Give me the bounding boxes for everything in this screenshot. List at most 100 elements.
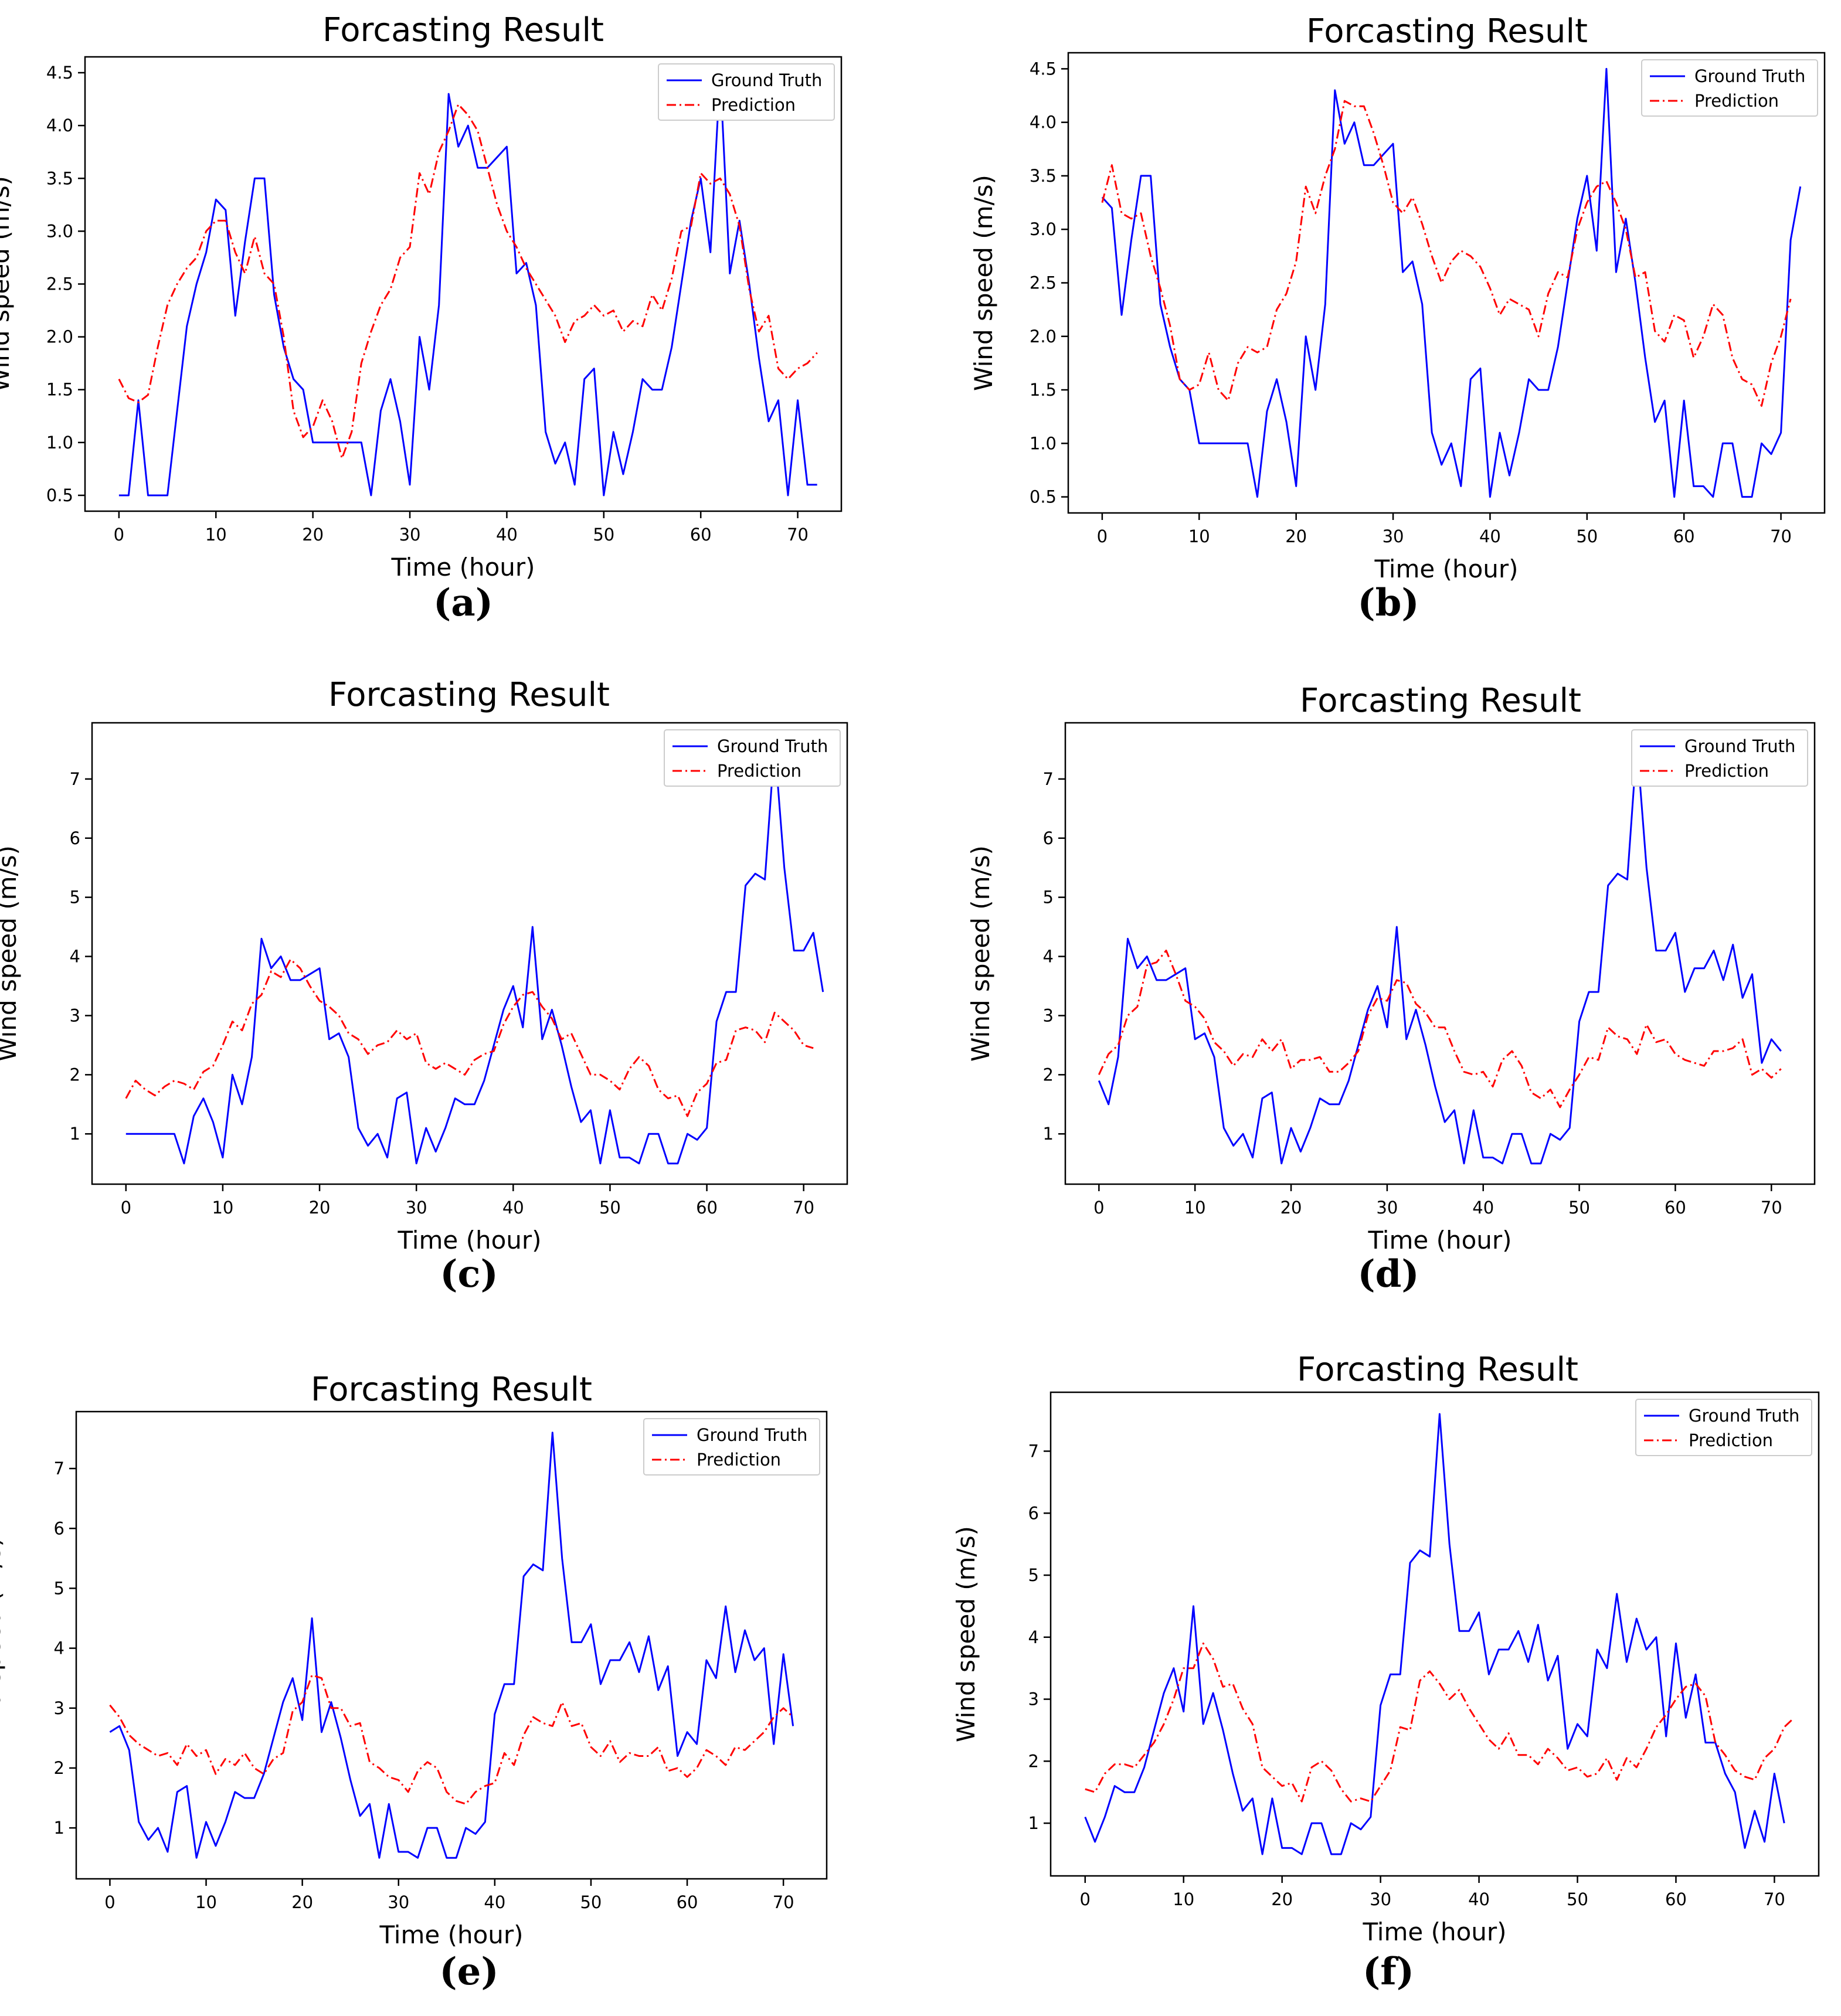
y-tick-label: 1.0 bbox=[1030, 433, 1057, 453]
y-tick-label: 2 bbox=[1043, 1065, 1054, 1085]
x-tick-label: 70 bbox=[773, 1892, 794, 1912]
panel-caption: (c) bbox=[440, 1252, 498, 1296]
panel-caption: (e) bbox=[439, 1950, 498, 1994]
legend-entry-label: Ground Truth bbox=[697, 1425, 807, 1445]
y-tick-label: 4.5 bbox=[46, 63, 73, 83]
legend-entry-label: Ground Truth bbox=[1684, 736, 1795, 756]
legend-entry-label: Prediction bbox=[1694, 91, 1779, 111]
x-tick-label: 40 bbox=[1472, 1198, 1494, 1218]
x-tick-label: 40 bbox=[1479, 526, 1501, 546]
y-tick-label: 3.5 bbox=[46, 168, 73, 188]
x-tick-label: 20 bbox=[309, 1198, 331, 1218]
chart-title: Forcasting Result bbox=[1297, 1351, 1578, 1389]
y-tick-label: 1 bbox=[70, 1124, 80, 1144]
x-tick-label: 10 bbox=[1173, 1889, 1194, 1909]
x-tick-label: 70 bbox=[1770, 526, 1792, 546]
y-tick-label: 5 bbox=[70, 888, 80, 907]
y-axis-label: Wind speed (m/s) bbox=[952, 1526, 980, 1742]
legend-box bbox=[1631, 729, 1808, 787]
x-tick-label: 0 bbox=[1080, 1889, 1091, 1909]
x-tick-label: 60 bbox=[690, 525, 712, 545]
legend: Ground Truth Prediction bbox=[658, 63, 835, 121]
y-axis-label: Wind speed (m/s) bbox=[966, 845, 995, 1062]
legend-entry-label: Prediction bbox=[711, 95, 796, 115]
y-tick-label: 5 bbox=[1043, 888, 1054, 907]
plot-area-frame bbox=[1067, 52, 1826, 514]
y-tick-label: 6 bbox=[70, 828, 80, 848]
plot-area-frame bbox=[84, 56, 843, 512]
panel-caption: (b) bbox=[1357, 581, 1419, 625]
x-tick-label: 0 bbox=[1097, 526, 1108, 546]
x-tick-label: 30 bbox=[388, 1892, 409, 1912]
y-tick-label: 4.0 bbox=[46, 115, 73, 135]
x-tick-label: 20 bbox=[1271, 1889, 1293, 1909]
x-tick-label: 50 bbox=[1576, 526, 1598, 546]
y-tick-label: 1.0 bbox=[46, 433, 73, 453]
ground-truth-line bbox=[118, 72, 817, 497]
legend-entry-label: Ground Truth bbox=[711, 70, 822, 90]
y-tick-label: 4 bbox=[1028, 1627, 1039, 1647]
x-tick-label: 70 bbox=[793, 1198, 814, 1218]
legend-entry-label: Ground Truth bbox=[1689, 1406, 1799, 1426]
x-tick-label: 70 bbox=[1761, 1198, 1782, 1218]
ground-truth-line bbox=[109, 1432, 794, 1859]
x-axis-label: Time (hour) bbox=[379, 1920, 523, 1949]
y-tick-label: 2.0 bbox=[1030, 327, 1057, 346]
chart-panel-a: Forcasting Result 0 10 20 30 40 50 60 70 0.5 1.0 1.… bbox=[0, 11, 843, 625]
y-tick-label: 4 bbox=[70, 947, 80, 967]
x-tick-label: 70 bbox=[1764, 1889, 1785, 1909]
y-tick-label: 2.5 bbox=[1030, 273, 1057, 293]
x-axis-label: Time (hour) bbox=[397, 1226, 541, 1255]
y-tick-label: 4 bbox=[1043, 947, 1054, 967]
x-tick-label: 40 bbox=[502, 1198, 524, 1218]
x-tick-label: 40 bbox=[484, 1892, 505, 1912]
plot-area-frame bbox=[91, 722, 848, 1185]
y-tick-label: 2 bbox=[70, 1065, 80, 1085]
prediction-line bbox=[1098, 950, 1782, 1109]
y-tick-label: 6 bbox=[1028, 1503, 1039, 1523]
chart-panel-c: Forcasting Result 0 10 20 30 40 50 60 70 1 2 3 4 5 6 7 T… bbox=[0, 676, 848, 1296]
legend-box bbox=[1641, 59, 1818, 117]
x-tick-label: 0 bbox=[121, 1198, 131, 1218]
x-axis-label: Time (hour) bbox=[1367, 1226, 1511, 1255]
chart-title: Forcasting Result bbox=[1306, 12, 1588, 50]
chart-title: Forcasting Result bbox=[1300, 682, 1581, 720]
x-tick-label: 10 bbox=[1184, 1198, 1206, 1218]
prediction-line bbox=[109, 1674, 794, 1805]
legend-box bbox=[658, 63, 835, 121]
y-tick-label: 2 bbox=[54, 1758, 64, 1778]
ground-truth-line bbox=[1098, 742, 1782, 1165]
y-tick-label: 1.5 bbox=[1030, 380, 1057, 400]
plot-area-frame bbox=[1049, 1391, 1820, 1877]
x-tick-label: 10 bbox=[195, 1892, 217, 1912]
y-axis-label: Wind speed (m/s) bbox=[0, 845, 22, 1062]
legend-box bbox=[643, 1418, 820, 1476]
y-tick-label: 1 bbox=[54, 1818, 64, 1838]
chart-panel-d: Forcasting Result 0 10 20 30 40 50 60 70 1 2 3 4 5 6 7 T… bbox=[966, 682, 1816, 1296]
y-tick-label: 6 bbox=[1043, 828, 1054, 848]
x-tick-label: 0 bbox=[1093, 1198, 1104, 1218]
y-tick-label: 3 bbox=[1028, 1689, 1039, 1709]
x-tick-label: 0 bbox=[104, 1892, 115, 1912]
panel-caption: (a) bbox=[433, 581, 493, 625]
y-tick-label: 3 bbox=[70, 1005, 80, 1025]
x-tick-label: 20 bbox=[291, 1892, 313, 1912]
prediction-line bbox=[118, 103, 818, 460]
x-tick-label: 20 bbox=[1285, 526, 1307, 546]
x-tick-label: 60 bbox=[1673, 526, 1695, 546]
chart-panel-b: Forcasting Result 0 10 20 30 40 50 60 70 0.5 1.0 1.… bbox=[969, 12, 1826, 625]
x-tick-label: 70 bbox=[787, 525, 809, 545]
x-axis-label: Time (hour) bbox=[1362, 1918, 1506, 1946]
y-tick-label: 3.0 bbox=[46, 221, 73, 241]
y-tick-label: 5 bbox=[1028, 1565, 1039, 1585]
x-tick-label: 30 bbox=[1383, 526, 1404, 546]
y-tick-label: 7 bbox=[54, 1459, 64, 1478]
y-tick-label: 2 bbox=[1028, 1751, 1039, 1771]
x-tick-label: 50 bbox=[593, 525, 614, 545]
plot-area-frame bbox=[1064, 722, 1816, 1185]
x-tick-label: 30 bbox=[1376, 1198, 1398, 1218]
y-tick-label: 7 bbox=[70, 769, 80, 789]
ground-truth-line bbox=[1101, 67, 1802, 498]
legend: Ground Truth Prediction bbox=[643, 1418, 820, 1476]
legend-entry-label: Prediction bbox=[1684, 761, 1769, 781]
